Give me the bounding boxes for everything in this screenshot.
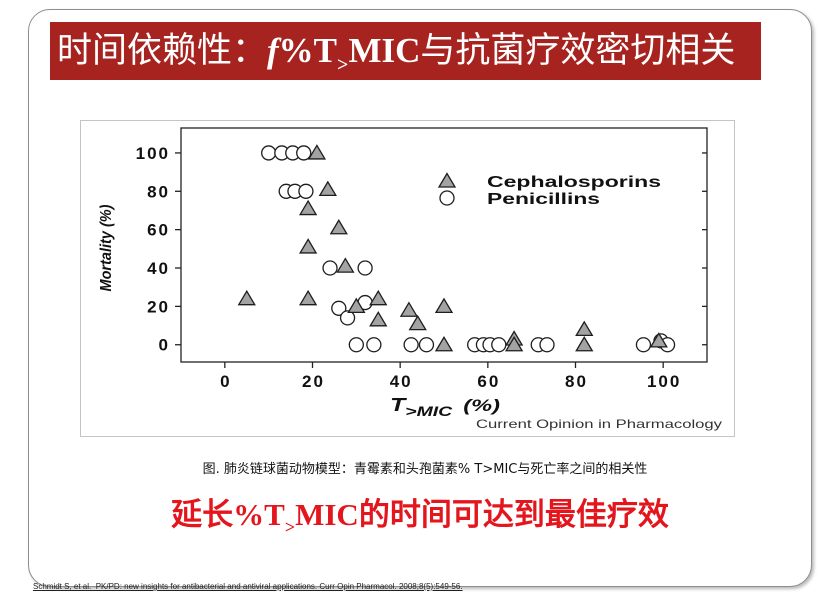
y-tick-label: 20 bbox=[147, 297, 170, 316]
x-tick-label: 60 bbox=[477, 372, 500, 391]
penicillins-point bbox=[357, 260, 373, 276]
cephalosporins-point bbox=[318, 180, 337, 197]
x-tick-label: 0 bbox=[220, 372, 231, 391]
axis-ticks: 0 20 40 60 80 100 0 20 40 60 80 100 bbox=[136, 144, 707, 391]
cephalosporins-point bbox=[307, 144, 327, 160]
conclusion-subscript: > bbox=[284, 517, 296, 537]
x-tick-label: 20 bbox=[302, 372, 325, 391]
conclusion-pct-t: %T bbox=[233, 497, 285, 532]
plot-area-frame bbox=[180, 127, 708, 363]
conclusion-suffix: 的时间可达到最佳疗效 bbox=[358, 497, 669, 533]
x-tick-label: 80 bbox=[565, 372, 588, 391]
cephalosporins-point bbox=[649, 332, 668, 348]
conclusion-text: 延长%T>MIC的时间可达到最佳疗效 bbox=[120, 495, 720, 537]
penicillins-point bbox=[539, 337, 555, 353]
figure-caption: 图. 肺炎链球菌动物模型：青霉素和头孢菌素% T>MIC与死亡率之间的相关性 bbox=[202, 462, 648, 477]
cephalosporins-point bbox=[298, 199, 318, 216]
x-axis-label-main: T bbox=[390, 395, 408, 415]
y-tick-label: 60 bbox=[147, 221, 170, 240]
penicillins-point bbox=[491, 337, 507, 353]
chart-source: Current Opinion in Pharmacology bbox=[476, 417, 722, 431]
penicillins-point bbox=[298, 183, 314, 199]
slide-title: 时间依赖性：f%T>MIC与抗菌疗效密切相关 bbox=[57, 31, 735, 76]
cephalosporins-point bbox=[504, 335, 524, 352]
cephalosporins-point bbox=[575, 320, 594, 337]
cephalosporins-point bbox=[434, 335, 454, 352]
y-tick-label: 40 bbox=[147, 259, 170, 278]
x-tick-label: 40 bbox=[390, 372, 413, 391]
penicillins-point bbox=[348, 337, 364, 353]
chart-figure: 0 20 40 60 80 100 0 20 40 60 80 100 Cephalosporins … bbox=[80, 120, 735, 437]
title-mic: MIC bbox=[348, 31, 421, 70]
penicillins-point bbox=[403, 337, 419, 353]
penicillins-point bbox=[366, 337, 382, 353]
x-axis-label-unit: (%) bbox=[463, 396, 500, 415]
legend-circle-icon bbox=[439, 190, 455, 206]
penicillins-point bbox=[322, 260, 338, 276]
conclusion-mic: MIC bbox=[295, 497, 359, 532]
penicillins-point bbox=[296, 145, 312, 161]
cephalosporins-point bbox=[369, 289, 388, 306]
penicillins-point bbox=[339, 310, 356, 326]
chart-image-frame bbox=[80, 120, 735, 437]
x-tick-label: 100 bbox=[647, 372, 681, 391]
legend: Cephalosporins Penicillins bbox=[437, 172, 661, 208]
legend-label-cephalosporins: Cephalosporins bbox=[487, 174, 661, 191]
title-subscript: > bbox=[337, 54, 349, 76]
cephalosporins-point bbox=[336, 257, 355, 273]
scatter-chart: 0 20 40 60 80 100 0 20 40 60 80 100 Cephalosporins … bbox=[80, 120, 735, 437]
title-suffix: 与抗菌疗效密切相关 bbox=[420, 31, 736, 71]
cephalosporins-point bbox=[399, 301, 419, 317]
conclusion-prefix: 延长 bbox=[171, 497, 234, 533]
title-banner: 时间依赖性：f%T>MIC与抗菌疗效密切相关 bbox=[50, 22, 761, 80]
y-tick-label: 100 bbox=[136, 144, 170, 163]
cephalosporins-point bbox=[329, 218, 348, 235]
title-italic-f: f bbox=[267, 31, 279, 70]
legend-triangle-icon bbox=[437, 172, 457, 188]
penicillins-point bbox=[331, 300, 347, 316]
legend-label-penicillins: Penicillins bbox=[487, 191, 600, 208]
title-prefix: 时间依赖性： bbox=[57, 31, 268, 71]
y-tick-label: 80 bbox=[147, 182, 170, 201]
x-axis-label: T >MIC (%) bbox=[390, 395, 500, 419]
cephalosporins-point bbox=[298, 238, 318, 254]
cephalosporins-point bbox=[434, 297, 454, 314]
x-axis-label-sub: >MIC bbox=[405, 403, 453, 419]
cephalosporins-point bbox=[369, 311, 388, 327]
cephalosporins-point bbox=[298, 289, 318, 306]
y-axis-label: Mortality (%) bbox=[98, 205, 115, 292]
penicillins-point bbox=[635, 337, 652, 353]
data-points bbox=[237, 144, 676, 353]
cephalosporins-point bbox=[575, 335, 594, 352]
reference-footnote: Schmidt S, et al. PK/PD: new insights fo… bbox=[33, 582, 463, 591]
penicillins-point bbox=[418, 337, 435, 353]
y-tick-label: 0 bbox=[159, 336, 170, 355]
penicillins-point bbox=[261, 145, 277, 161]
cephalosporins-point bbox=[347, 297, 366, 314]
cephalosporins-point bbox=[237, 289, 256, 306]
cephalosporins-point bbox=[408, 314, 427, 331]
title-pct-t: %T bbox=[278, 31, 338, 70]
